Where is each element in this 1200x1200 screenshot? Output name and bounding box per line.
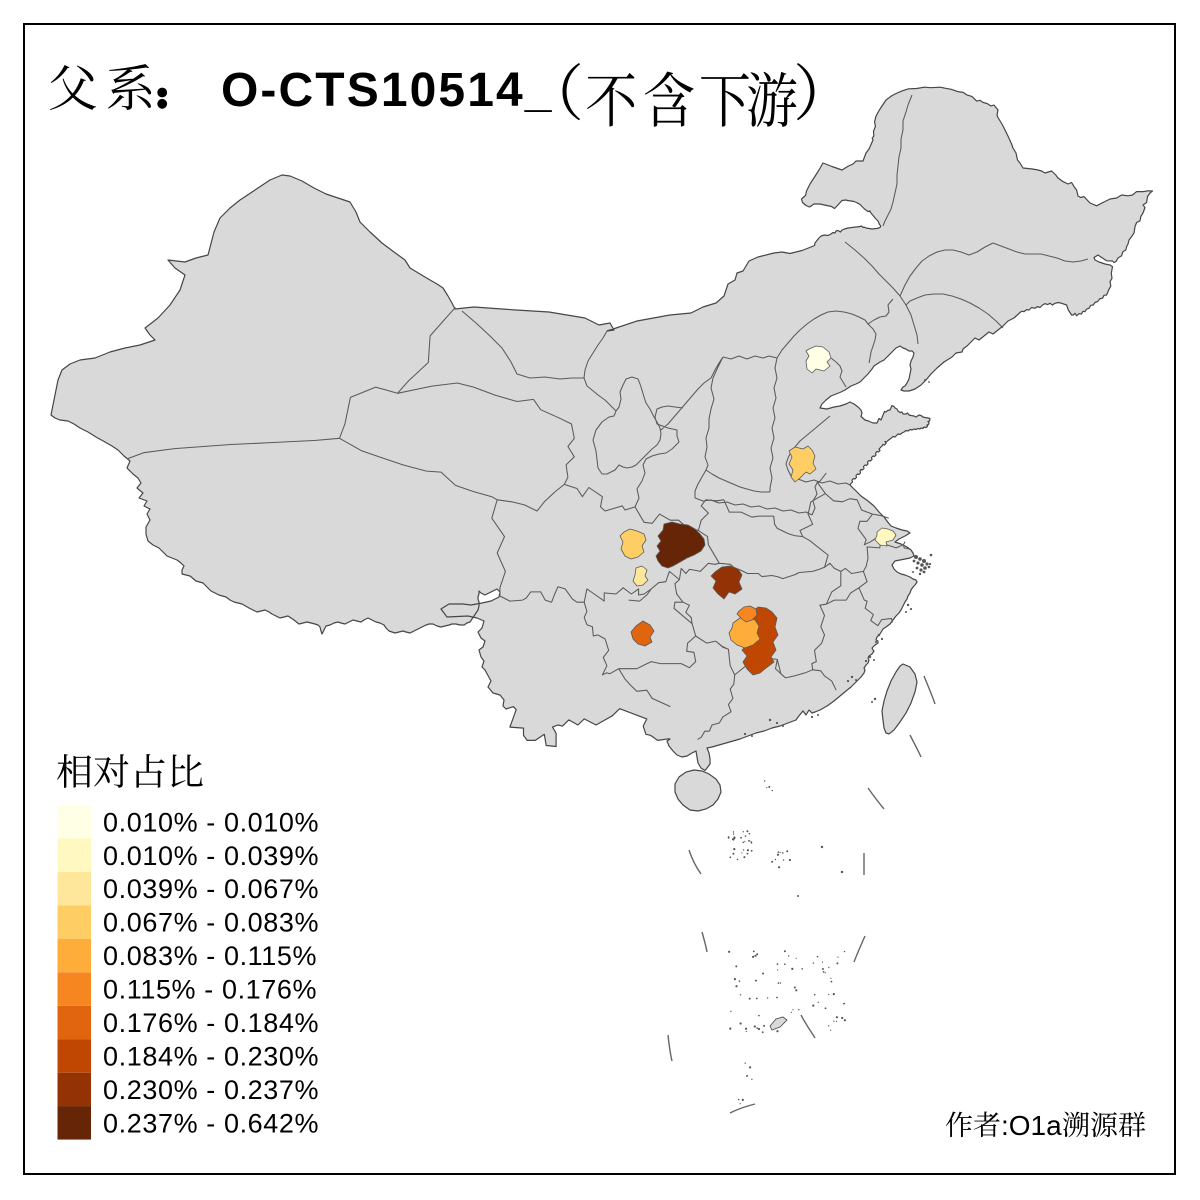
svg-text:0.010% - 0.039%: 0.010% - 0.039% xyxy=(103,841,319,871)
svg-text:0.176% - 0.184%: 0.176% - 0.184% xyxy=(103,1008,319,1038)
svg-text:0.010% - 0.010%: 0.010% - 0.010% xyxy=(103,807,319,837)
svg-text:0.184% - 0.230%: 0.184% - 0.230% xyxy=(103,1042,319,1072)
svg-text:0.237% - 0.642%: 0.237% - 0.642% xyxy=(103,1109,319,1139)
svg-text:0.039% - 0.067%: 0.039% - 0.067% xyxy=(103,874,319,904)
svg-text:0.083% - 0.115%: 0.083% - 0.115% xyxy=(103,941,317,971)
svg-text:0.230% - 0.237%: 0.230% - 0.237% xyxy=(103,1075,319,1105)
svg-text:0.115% - 0.176%: 0.115% - 0.176% xyxy=(103,975,317,1005)
svg-text::O1a: :O1a xyxy=(1001,1110,1062,1141)
svg-text:O-CTS10514_: O-CTS10514_ xyxy=(221,64,554,117)
svg-text:0.067% - 0.083%: 0.067% - 0.083% xyxy=(103,908,319,938)
